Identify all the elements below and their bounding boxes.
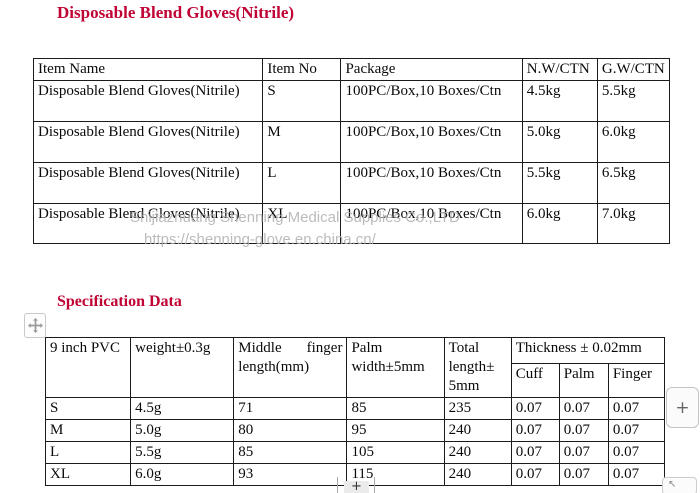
table-cell: 0.07: [510, 441, 560, 464]
table-cell: 0.07: [607, 419, 666, 442]
table-cell: 6.0kg: [521, 203, 598, 244]
table-cell: 0.07: [510, 463, 560, 486]
table-row: Disposable Blend Gloves(Nitrile) L 100PC…: [32, 162, 671, 204]
table-cell: XL: [44, 463, 132, 486]
col-header-gw: G.W/CTN: [596, 58, 671, 81]
table-cell: 5.5kg: [521, 162, 598, 204]
table-cell: 5.0kg: [521, 121, 598, 163]
table-cell: 93: [233, 463, 348, 486]
table-cell: 100PC/Box,10 Boxes/Ctn: [340, 80, 523, 122]
table-cell: 0.07: [510, 419, 560, 442]
table-row: Disposable Blend Gloves(Nitrile) S 100PC…: [32, 80, 671, 122]
col-header-product: 9 inch PVC: [44, 337, 132, 398]
table-cell: 0.07: [607, 397, 666, 420]
table-cell: 100PC/Box,10 Boxes/Ctn: [340, 203, 523, 244]
col-header-item-name: Item Name: [32, 58, 264, 81]
table-cell: 7.0kg: [596, 203, 671, 244]
table-move-handle[interactable]: [24, 313, 46, 338]
table-cell: 4.5kg: [521, 80, 598, 122]
table-cell: 85: [346, 397, 445, 420]
table-cell: 240: [443, 441, 512, 464]
add-row-tick-right: [374, 477, 375, 493]
add-column-button[interactable]: +: [666, 387, 699, 428]
table-cell: 6.0g: [130, 463, 235, 486]
table-row: S 4.5g 71 85 235 0.07 0.07 0.07: [44, 397, 666, 420]
table-cell: 100PC/Box,10 Boxes/Ctn: [340, 162, 523, 204]
table-cell: 0.07: [607, 463, 666, 486]
table-resize-handle[interactable]: ↖: [662, 477, 697, 493]
col-header-thickness-group: Thickness ± 0.02mm: [510, 336, 666, 365]
table-cell: 6.5kg: [596, 162, 671, 204]
table-cell: S: [262, 80, 342, 122]
table-cell: 105: [346, 441, 445, 464]
table-cell: L: [262, 162, 342, 204]
table-cell: M: [44, 419, 132, 442]
col-header-palm-width: Palm width±5mm: [346, 337, 445, 398]
table-cell: M: [262, 121, 342, 163]
table-cell: 4.5g: [130, 397, 235, 420]
table-cell: 0.07: [558, 397, 609, 420]
table-cell: Disposable Blend Gloves(Nitrile): [32, 80, 264, 122]
table-cell: 0.07: [510, 397, 560, 420]
table-cell: 0.07: [607, 441, 666, 464]
col-header-finger: Finger: [607, 363, 666, 398]
section1-title: Disposable Blend Gloves(Nitrile): [57, 3, 295, 22]
section2-title: Specification Data: [57, 293, 182, 310]
table-cell: 85: [233, 441, 348, 464]
col-header-middle-finger: Middle finger length(mm): [233, 337, 348, 398]
col-header-item-no: Item No: [262, 58, 342, 81]
nw-arrow-icon: ↖: [668, 479, 677, 490]
table-cell: Disposable Blend Gloves(Nitrile): [32, 162, 264, 204]
table-row: Disposable Blend Gloves(Nitrile) XL 100P…: [32, 203, 671, 244]
table-cell: 80: [233, 419, 348, 442]
table-cell: 71: [233, 397, 348, 420]
table-cell: 0.07: [558, 441, 609, 464]
packaging-header-row: Item Name Item No Package N.W/CTN G.W/CT…: [32, 58, 671, 81]
table-row: M 5.0g 80 95 240 0.07 0.07 0.07: [44, 419, 666, 442]
table-cell: L: [44, 441, 132, 464]
col-header-cuff: Cuff: [510, 363, 560, 398]
table-cell: Disposable Blend Gloves(Nitrile): [32, 121, 264, 163]
table-row: L 5.5g 85 105 240 0.07 0.07 0.07: [44, 441, 666, 464]
table-cell: XL: [262, 203, 342, 244]
table-cell: 5.0g: [130, 419, 235, 442]
specification-table: 9 inch PVC weight±0.3g Middle finger len…: [44, 336, 666, 486]
spec-header-row-1: 9 inch PVC weight±0.3g Middle finger len…: [44, 336, 666, 398]
table-cell: 0.07: [558, 463, 609, 486]
table-cell: 5.5g: [130, 441, 235, 464]
table-row: Disposable Blend Gloves(Nitrile) M 100PC…: [32, 121, 671, 163]
table-cell: 235: [443, 397, 512, 420]
table-cell: 5.5kg: [596, 80, 671, 122]
col-header-total-length: Total length± 5mm: [443, 337, 512, 398]
spec-header-row-2: Cuff Palm Finger: [46, 363, 666, 398]
packaging-table: Item Name Item No Package N.W/CTN G.W/CT…: [32, 58, 671, 244]
col-header-weight: weight±0.3g: [130, 337, 235, 398]
plus-icon: +: [351, 479, 362, 493]
table-cell: 115: [346, 463, 445, 486]
plus-icon: +: [675, 397, 690, 418]
add-row-tick-left: [337, 477, 338, 493]
table-row: XL 6.0g 93 115 240 0.07 0.07 0.07: [44, 463, 666, 486]
table-cell: 0.07: [558, 419, 609, 442]
table-cell: 240: [443, 463, 512, 486]
table-cell: Disposable Blend Gloves(Nitrile): [32, 203, 264, 244]
col-header-nw: N.W/CTN: [521, 58, 598, 81]
add-row-button[interactable]: +: [344, 479, 369, 493]
table-cell: S: [44, 397, 132, 420]
table-cell: 6.0kg: [596, 121, 671, 163]
col-header-palm: Palm: [558, 363, 609, 398]
table-cell: 95: [346, 419, 445, 442]
table-cell: 100PC/Box,10 Boxes/Ctn: [340, 121, 523, 163]
table-cell: 240: [443, 419, 512, 442]
col-header-package: Package: [340, 58, 523, 81]
move-icon: [27, 318, 43, 333]
